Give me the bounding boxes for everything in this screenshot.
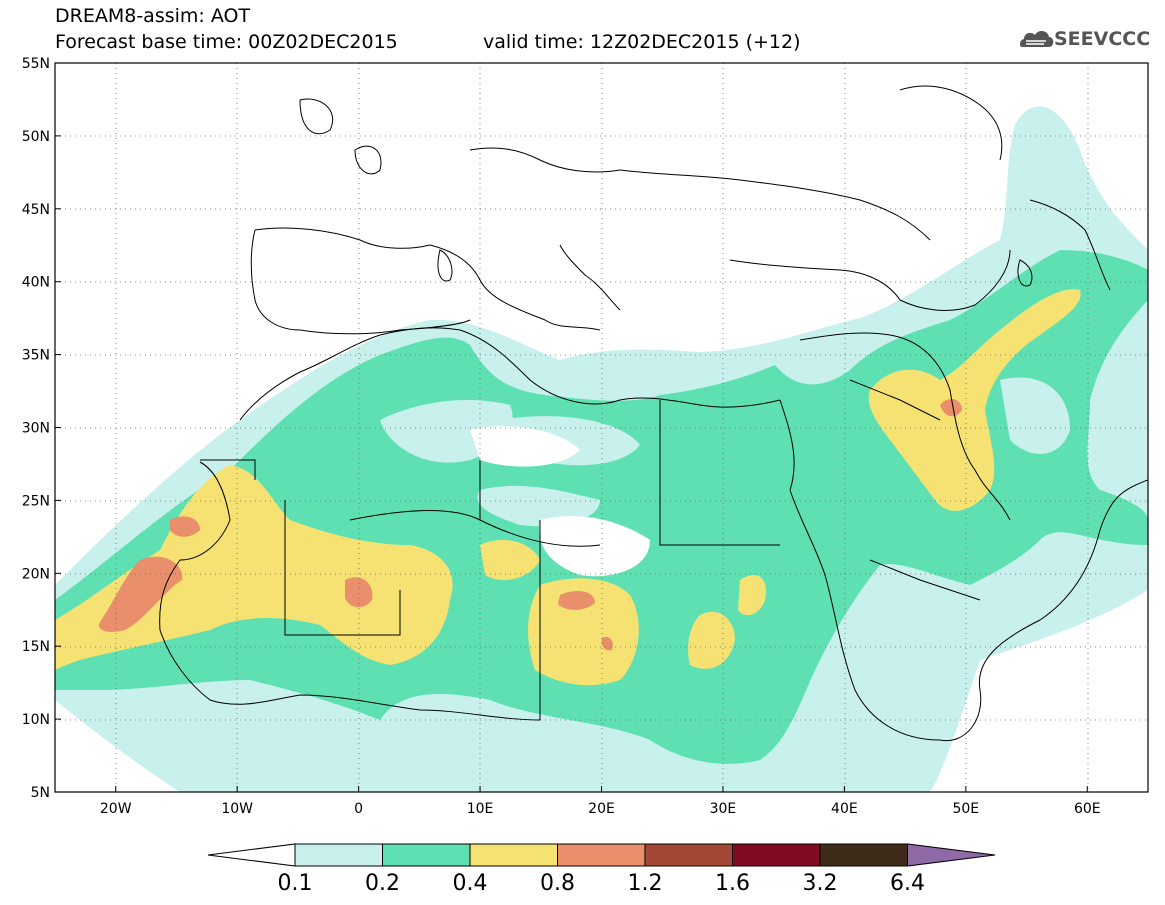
lon-tick-label: 40E [831,801,858,817]
colorbar-segment [294,843,383,867]
logo-text: SEEVCCC [1054,28,1151,50]
lat-tick-label: 35N [22,348,50,364]
map-title: DREAM8-assim: AOT [55,5,251,27]
lat-tick-label: 40N [22,275,50,291]
lat-tick-label: 25N [22,493,50,509]
lat-tick-label: 30N [22,421,50,437]
colorbar-segment [382,843,471,867]
latitude-labels: 55N 50N 45N 40N 35N 30N 25N 20N 15N 10N 5N [22,56,61,801]
colorbar-segment [557,843,646,867]
lat-tick-label: 5N [31,785,50,801]
colorbar-segment [732,843,821,867]
aot-contour-0.4 [55,465,453,670]
coastlines [159,85,1148,742]
valid-time: valid time: 12Z02DEC2015 (+12) [483,31,801,53]
forecast-base-time: Forecast base time: 00Z02DEC2015 [55,31,398,53]
colorbar-level-label: 1.2 [628,871,663,896]
colorbar-over-triangle [907,843,996,867]
lat-tick-label: 20N [22,566,50,582]
lon-tick-label: 50E [952,801,979,817]
colorbar-segment [469,843,558,867]
lat-tick-label: 45N [22,202,50,218]
colorbar-level-label: 0.4 [453,871,488,896]
lat-tick-label: 50N [22,129,50,145]
colorbar-level-label: 6.4 [890,871,925,896]
cloud-logo-icon [1019,31,1054,47]
lon-tick-label: 60E [1074,801,1101,817]
colorbar-level-label: 0.2 [365,871,400,896]
colorbar-level-label: 0.8 [540,871,575,896]
lon-tick-label: 20E [588,801,615,817]
colorbar-segment [644,843,733,867]
longitude-labels: 20W 10W 0 10E 20E 30E 40E 50E 60E [100,786,1101,817]
lat-tick-label: 15N [22,639,50,655]
colorbar-segment [819,843,908,867]
lon-tick-label: 0 [354,801,363,817]
colorbar-level-label: 0.1 [278,871,313,896]
lat-tick-label: 10N [22,712,50,728]
lon-tick-label: 20W [100,801,132,817]
map-grid [55,63,1148,792]
colorbar: 0.1 0.2 0.4 0.8 1.2 1.6 3.2 6.4 [207,843,996,896]
colorbar-level-label: 3.2 [803,871,838,896]
lon-tick-label: 10E [467,801,494,817]
lon-tick-label: 30E [710,801,737,817]
colorbar-level-label: 1.6 [715,871,750,896]
lon-tick-label: 10W [221,801,253,817]
colorbar-under-triangle [207,843,296,867]
aot-contour-0.8 [170,516,200,537]
lat-tick-label: 55N [22,56,50,72]
